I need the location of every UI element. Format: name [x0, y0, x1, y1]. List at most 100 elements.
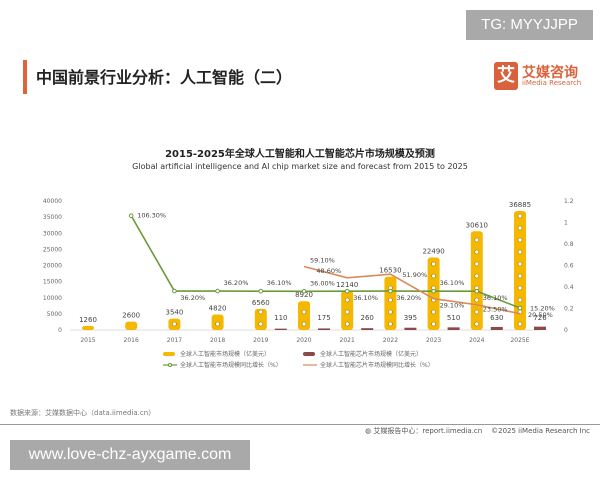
coin-icon: [431, 309, 436, 315]
data-source: 数据来源：艾媒数据中心（data.iimedia.cn）: [10, 409, 156, 417]
ai-market-bar: [82, 325, 94, 330]
legend-ai-growth: 全球人工智能市场规模同比增长（%）: [180, 361, 282, 369]
y-left-tick: 5000: [47, 311, 62, 318]
report-link[interactable]: 艾媒报告中心：report.iimedia.cn: [373, 427, 483, 435]
legend-chip-growth: 全球人工智能芯片市场规模同比增长（%）: [320, 361, 434, 369]
coin-icon: [388, 297, 393, 303]
y-right-tick: 0.8: [564, 241, 574, 248]
x-tick: 2018: [210, 337, 225, 344]
chip-growth-label: 59.10%: [310, 256, 335, 264]
y-right-tick: 1.2: [564, 198, 574, 205]
watermark-top: TG: MYYJJPP: [466, 10, 593, 40]
coin-icon: [517, 261, 523, 267]
y-left-tick: 35000: [43, 214, 62, 221]
chip-growth-label: 48.60%: [316, 267, 341, 275]
coin-icon: [474, 309, 480, 315]
ai-growth-label: 36.20%: [224, 279, 249, 287]
coin-icon: [517, 285, 523, 291]
chip-market-bar: [404, 327, 417, 330]
y-right-tick: 0.2: [564, 306, 574, 313]
ai-growth-point: [474, 288, 480, 294]
copyright: ©2025 iiMedia Research Inc: [491, 427, 590, 435]
coin-icon: [301, 321, 307, 327]
chip-market-label: 630: [490, 314, 503, 322]
chip-market-label: 395: [404, 314, 417, 322]
title-accent-bar: [23, 60, 27, 94]
chip-growth-line: [303, 265, 521, 315]
chip-market-bar: [534, 326, 546, 330]
x-tick: 2017: [167, 337, 182, 344]
coin-icon: [517, 249, 523, 255]
x-tick: 2025E: [510, 337, 529, 344]
coin-icon: [517, 213, 523, 219]
y-right-tick: 0: [564, 327, 568, 334]
footer-divider: [0, 424, 600, 425]
y-left-tick: 25000: [43, 246, 62, 253]
chip-market-bar: [318, 328, 330, 330]
ai-growth-label: 106.30%: [137, 212, 166, 220]
chip-growth-label: 23.50%: [483, 306, 508, 314]
ai-market-bar: [254, 308, 267, 330]
coin-icon: [431, 321, 436, 327]
y-right-tick: 1: [564, 220, 568, 227]
ai-growth-label: 36.10%: [267, 279, 292, 287]
coin-icon: [517, 237, 523, 243]
chip-market-bar: [490, 326, 503, 330]
watermark-bottom: www.love-chz-ayxgame.com: [10, 440, 250, 470]
ai-growth-point: [431, 288, 436, 294]
footer-credits: ◍ 艾媒报告中心：report.iimedia.cn ©2025 iiMedia…: [365, 426, 590, 436]
chip-market-label: 510: [447, 314, 460, 322]
ai-growth-label: 36.10%: [440, 279, 465, 287]
ai-market-bar: [384, 276, 397, 330]
x-tick: 2020: [296, 337, 311, 344]
chip-market-label: 726: [533, 314, 547, 322]
ai-market-bar: [298, 301, 310, 330]
chip-growth-label: 29.10%: [440, 302, 465, 310]
x-tick: 2021: [340, 337, 355, 344]
ai-growth-point: [172, 288, 177, 294]
coin-icon: [172, 321, 177, 327]
ai-growth-label: 36.10%: [353, 294, 378, 302]
ai-growth-label: 36.00%: [310, 279, 335, 287]
chip-market-label: 110: [274, 314, 287, 322]
x-tick: 2015: [80, 337, 95, 344]
coin-icon: [474, 261, 480, 267]
coin-icon: [258, 321, 264, 327]
coin-icon: [474, 297, 480, 303]
chip-market-bar: [447, 327, 460, 330]
chart-title: 2015-2025年全球人工智能和人工智能芯片市场规模及预测: [165, 149, 435, 160]
y-left-tick: 15000: [43, 279, 62, 286]
coin-icon: [431, 261, 436, 267]
ai-growth-point: [344, 288, 350, 294]
ai-market-label: 3540: [165, 309, 183, 317]
y-left-tick: 0: [58, 327, 62, 334]
ai-growth-point: [301, 289, 307, 294]
x-tick: 2019: [253, 337, 268, 344]
y-left-tick: 30000: [43, 230, 62, 237]
coin-icon: [517, 321, 523, 327]
y-right-tick: 0.4: [564, 284, 574, 291]
ai-market-label: 6560: [252, 299, 270, 307]
ai-market-bar: [470, 231, 483, 330]
coin-icon: [517, 297, 523, 303]
page-title: 中国前景行业分析：人工智能（二）: [36, 68, 293, 87]
chip-market-bar: [274, 328, 287, 330]
ai-market-label: 8920: [295, 291, 313, 299]
coin-icon: [388, 309, 393, 315]
ai-growth-label: 36.20%: [180, 294, 205, 302]
ai-growth-label: 20.50%: [528, 311, 553, 319]
legend-ai-market: 全球人工智能市场规模（亿美元）: [180, 350, 270, 358]
coin-icon: [474, 237, 480, 243]
chip-market-label: 260: [361, 314, 374, 322]
coin-icon: [344, 297, 350, 303]
coin-icon: [517, 225, 523, 231]
coin-icon: [474, 321, 480, 327]
coin-icon: [388, 321, 393, 327]
coin-icon: [431, 273, 436, 279]
ai-market-label: 2600: [122, 312, 140, 320]
coin-icon: [301, 309, 307, 315]
ai-market-bar: [514, 211, 526, 330]
x-tick: 2023: [426, 337, 441, 344]
coin-icon: [474, 249, 480, 255]
